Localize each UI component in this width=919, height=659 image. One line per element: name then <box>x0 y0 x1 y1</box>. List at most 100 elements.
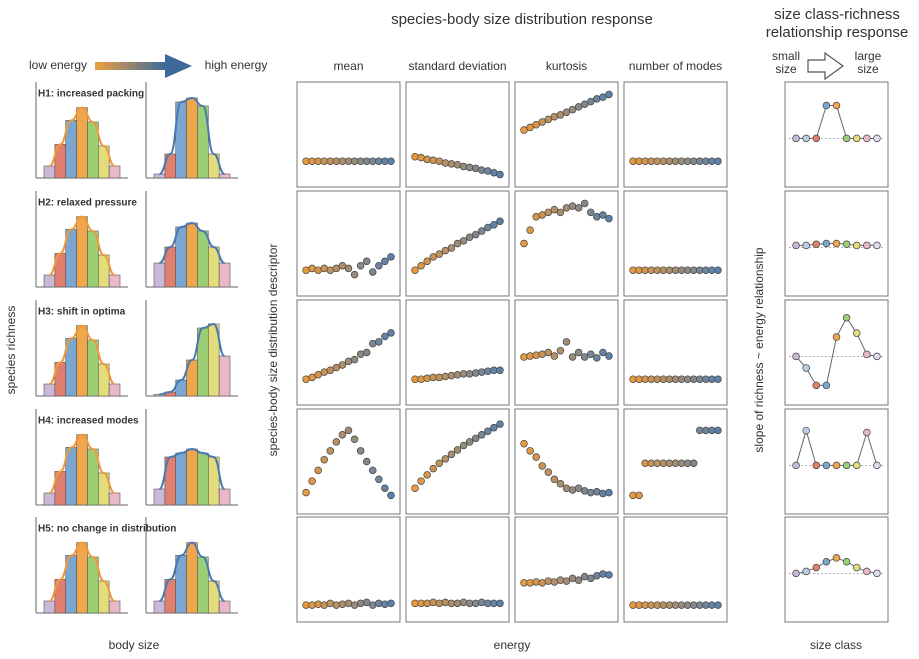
data-point <box>381 484 389 492</box>
slope-point <box>832 239 841 248</box>
data-point <box>320 455 328 464</box>
data-point <box>453 599 462 608</box>
data-point <box>587 208 595 217</box>
panel-frame <box>784 516 889 623</box>
x-axis-label: body size <box>109 638 160 652</box>
data-point <box>350 355 359 364</box>
data-point <box>435 459 444 468</box>
data-point <box>484 367 492 375</box>
data-point <box>332 438 341 446</box>
data-point <box>350 270 359 279</box>
energy-arrow-head <box>165 54 192 78</box>
column-header: number of modes <box>629 59 722 73</box>
panel-frame <box>514 408 619 515</box>
data-point <box>314 466 322 475</box>
data-point <box>429 464 437 473</box>
panel-frame <box>623 408 728 515</box>
panel-frame <box>514 516 619 623</box>
column-header: standard deviation <box>408 59 506 73</box>
data-point <box>556 346 565 355</box>
data-point <box>356 599 365 608</box>
data-point <box>538 211 546 219</box>
slope-point <box>822 239 831 248</box>
data-point <box>599 93 607 101</box>
data-point <box>689 459 698 468</box>
histogram-bar <box>76 542 88 614</box>
data-point <box>429 253 437 261</box>
data-point <box>387 157 395 165</box>
data-point <box>544 115 553 124</box>
distribution-curve <box>48 541 115 602</box>
data-point <box>459 237 468 245</box>
data-point <box>556 111 565 119</box>
slope-point <box>852 329 861 337</box>
data-point <box>411 153 419 161</box>
data-point <box>714 266 722 274</box>
data-point <box>381 257 389 266</box>
data-point <box>605 90 613 99</box>
data-point <box>453 446 462 454</box>
slope-point <box>802 426 810 435</box>
data-point <box>441 246 450 255</box>
data-point <box>411 484 419 492</box>
slope-point <box>873 134 881 143</box>
panel-frame <box>623 81 728 188</box>
data-point <box>459 598 468 607</box>
histogram-bar <box>218 262 231 288</box>
slope-point <box>812 381 821 390</box>
slope-point <box>873 569 881 578</box>
panel-frame <box>405 408 510 515</box>
histogram-bar <box>186 448 198 506</box>
histogram-bar <box>43 165 56 179</box>
distribution-curve <box>159 96 225 175</box>
slope-point <box>812 240 821 249</box>
data-point <box>593 354 601 362</box>
histogram-bar <box>218 488 231 506</box>
data-point <box>605 352 613 360</box>
data-point <box>441 159 450 167</box>
data-point <box>496 217 504 226</box>
data-point <box>574 348 583 357</box>
distribution-curve <box>159 322 226 396</box>
data-point <box>550 352 559 360</box>
panel-frame <box>405 190 510 297</box>
data-point <box>362 348 371 357</box>
panel-frame <box>784 190 889 297</box>
slope-point <box>792 352 800 361</box>
data-point <box>362 598 371 607</box>
slope-point <box>822 461 831 470</box>
slope-point <box>873 352 881 361</box>
slope-point <box>792 241 800 250</box>
histogram-bar <box>43 492 56 506</box>
hypothesis-label: H4: increased modes <box>38 416 139 427</box>
data-point <box>714 157 722 165</box>
histogram-bar <box>175 226 187 288</box>
distribution-curve <box>48 215 115 276</box>
panel-frame <box>514 81 619 188</box>
data-point <box>532 453 540 461</box>
data-point <box>635 491 643 500</box>
data-point <box>714 375 722 383</box>
data-point <box>332 363 341 372</box>
data-point <box>538 462 546 470</box>
data-point <box>605 488 613 497</box>
data-point <box>550 475 559 484</box>
histogram-bar <box>153 488 166 506</box>
data-point <box>369 268 377 276</box>
histogram-bar <box>76 107 88 179</box>
data-point <box>375 262 383 270</box>
data-point <box>441 455 450 463</box>
slope-point <box>802 364 810 372</box>
slope-point <box>812 563 821 572</box>
data-point <box>532 120 540 129</box>
data-point <box>562 338 571 346</box>
slope-point <box>832 461 841 470</box>
data-point <box>574 484 583 492</box>
slope-point <box>863 567 871 576</box>
data-point <box>587 97 595 106</box>
data-point <box>447 244 456 252</box>
x-axis-label: energy <box>494 638 531 652</box>
data-point <box>544 348 553 357</box>
data-point <box>362 457 371 466</box>
